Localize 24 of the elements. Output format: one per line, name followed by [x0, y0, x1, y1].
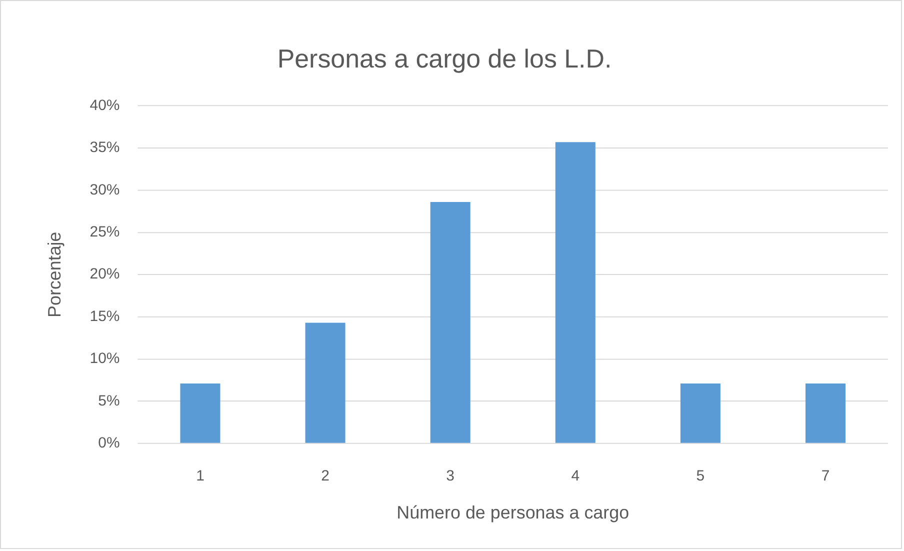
y-tick-label: 0% [98, 434, 120, 452]
x-tick-label: 2 [321, 467, 330, 484]
y-tick-label: 5% [98, 392, 120, 410]
bar [680, 383, 720, 443]
y-tick-label: 15% [90, 308, 120, 325]
y-tick-label: 10% [90, 350, 120, 368]
y-tick-label: 40% [90, 96, 120, 114]
x-tick-label: 3 [446, 467, 454, 484]
x-tick-label: 7 [821, 467, 830, 484]
x-tick-label: 4 [571, 467, 580, 484]
x-tick-label: 5 [696, 467, 705, 484]
y-tick-label: 35% [90, 139, 120, 156]
bar [805, 383, 846, 443]
y-tick-label: 20% [90, 266, 120, 283]
bar [555, 142, 596, 443]
bar [180, 383, 220, 443]
x-tick-label: 1 [196, 467, 204, 484]
chart-title: Personas a cargo de los L.D. [277, 46, 612, 74]
bar [305, 322, 346, 443]
bar [430, 202, 470, 443]
y-axis-title: Porcentaje [44, 232, 65, 318]
y-tick-label: 30% [90, 181, 120, 198]
x-axis-title: Número de personas a cargo [396, 502, 630, 522]
y-tick-label: 25% [90, 224, 120, 241]
